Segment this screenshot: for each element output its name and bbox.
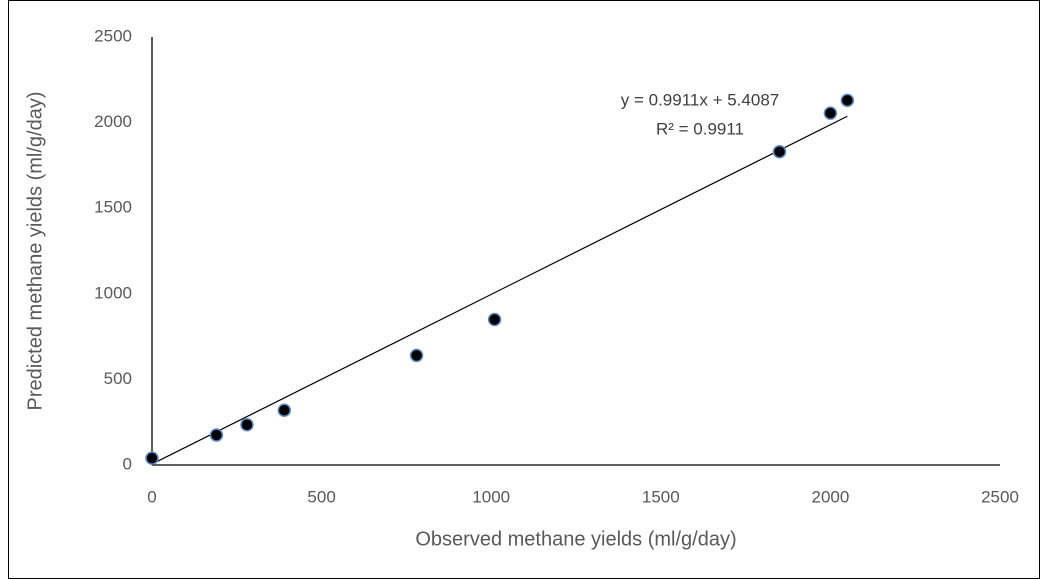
data-point xyxy=(209,428,224,442)
data-point xyxy=(487,312,502,327)
chart-frame xyxy=(8,0,1040,579)
y-tick-label: 2000 xyxy=(94,112,132,131)
data-point xyxy=(145,451,159,465)
data-point xyxy=(240,418,254,432)
x-axis-title: Observed methane yields (ml/g/day) xyxy=(415,528,736,550)
y-tick-label: 500 xyxy=(104,369,132,388)
y-tick-label: 2500 xyxy=(94,26,132,45)
x-tick-label: 0 xyxy=(147,487,156,506)
x-tick-label: 1500 xyxy=(642,487,680,506)
y-tick-label: 1000 xyxy=(94,283,132,302)
x-tick-label: 500 xyxy=(307,487,335,506)
data-point xyxy=(409,348,424,363)
y-tick-label: 0 xyxy=(123,454,132,473)
data-point xyxy=(823,106,838,120)
trendline xyxy=(151,115,848,465)
x-tick-label: 2500 xyxy=(981,487,1019,506)
data-point xyxy=(840,93,855,108)
trendline-equation: y = 0.9911x + 5.4087 xyxy=(621,90,779,109)
x-tick-label: 2000 xyxy=(811,487,849,506)
trendline-r-squared: R² = 0.9911 xyxy=(656,119,744,138)
x-tick-label: 1000 xyxy=(472,487,510,506)
data-point xyxy=(277,403,292,417)
data-point xyxy=(772,144,787,159)
y-axis-title: Predicted methane yields (ml/g/day) xyxy=(24,91,46,410)
y-tick-label: 1500 xyxy=(94,198,132,217)
